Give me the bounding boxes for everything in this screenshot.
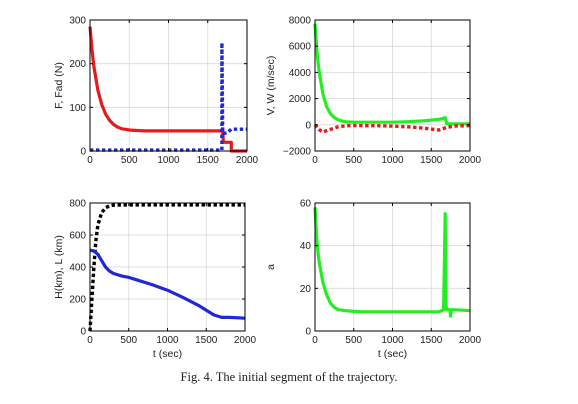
x-tick-label: 0 <box>87 335 93 346</box>
x-tick-label: 2000 <box>459 335 482 346</box>
y-tick-label: 300 <box>69 16 86 27</box>
x-tick-label: 1000 <box>156 335 179 346</box>
y-tick-label: 40 <box>300 241 312 252</box>
x-tick-label: 1500 <box>420 155 443 166</box>
y-tick-label: 0 <box>80 147 86 158</box>
y-tick-label: 200 <box>69 295 86 306</box>
y-tick-label: 800 <box>69 199 86 210</box>
x-tick-label: 500 <box>345 155 362 166</box>
y-axis-label: H(km), L (km) <box>53 235 65 299</box>
x-tick-label: 1000 <box>381 335 404 346</box>
x-tick-label: 500 <box>120 335 137 346</box>
y-tick-label: 4000 <box>289 68 312 79</box>
y-tick-label: 20 <box>300 284 312 295</box>
x-tick-label: 1000 <box>381 155 404 166</box>
altitude-range-chart: 0 500 1000 1500 2000 0 200 400 600 800 H(km), L (k… <box>53 199 257 361</box>
y-tick-label: 0 <box>305 120 311 131</box>
acceleration-chart: 0 500 1000 1500 2000 0 20 40 60 a t (sec) <box>265 199 482 361</box>
y-tick-label: 0 <box>80 327 86 338</box>
x-tick-label: 500 <box>345 335 362 346</box>
x-tick-label: 1000 <box>157 155 180 166</box>
x-tick-label: 0 <box>312 155 318 166</box>
y-tick-label: 400 <box>69 263 86 274</box>
x-tick-label: 500 <box>121 155 138 166</box>
y-axis-label: F, Fad (N) <box>53 62 65 109</box>
y-tick-label: 600 <box>69 231 86 242</box>
y-tick-label: 8000 <box>289 16 312 27</box>
y-tick-label: 6000 <box>289 42 312 53</box>
x-axis-label: t (sec) <box>378 348 407 360</box>
force-chart: 0 500 1000 1500 2000 0 100 200 300 F, Fad (N) <box>53 16 259 167</box>
x-tick-label: 1500 <box>420 335 443 346</box>
velocity-chart: 0500100015002000−200002000400060008000V,… <box>265 16 482 167</box>
y-tick-label: 100 <box>69 103 86 114</box>
figure-caption: Fig. 4. The initial segment of the traje… <box>0 370 578 385</box>
y-axis-label: V, W (m/sec) <box>265 56 277 116</box>
x-tick-label: 2000 <box>234 335 257 346</box>
y-tick-label: −2000 <box>283 147 312 158</box>
x-tick-label: 2000 <box>236 155 259 166</box>
x-tick-label: 0 <box>312 335 318 346</box>
y-tick-label: 0 <box>305 327 311 338</box>
y-tick-label: 2000 <box>289 94 312 105</box>
y-tick-label: 200 <box>69 59 86 70</box>
x-axis-label: t (sec) <box>153 348 182 360</box>
y-tick-label: 60 <box>300 199 312 210</box>
x-tick-label: 2000 <box>459 155 482 166</box>
x-tick-label: 1500 <box>197 155 220 166</box>
x-tick-label: 0 <box>87 155 93 166</box>
x-tick-label: 1500 <box>195 335 218 346</box>
y-axis-label: a <box>265 264 277 270</box>
